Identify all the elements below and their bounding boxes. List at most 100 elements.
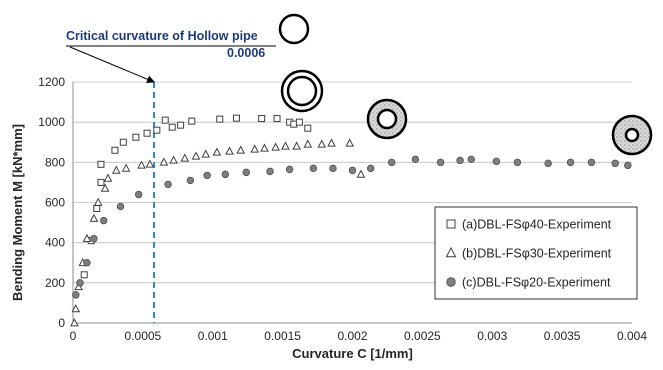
data-point-s2-17 — [366, 164, 375, 173]
data-point-s1-5 — [89, 213, 99, 222]
data-point-s1-17 — [201, 149, 211, 158]
data-point-s0-15 — [233, 114, 241, 122]
x-tick-label-7: 0.0035 — [544, 329, 581, 343]
legend-label-0: (a)DBL-FSφ40-Experiment — [462, 218, 612, 232]
data-point-s1-29 — [345, 138, 355, 147]
data-point-s1-12 — [145, 159, 155, 168]
data-series — [70, 114, 632, 327]
data-point-s2-18 — [387, 158, 396, 167]
data-point-s2-6 — [134, 190, 143, 199]
y-tick-label-3: 600 — [45, 196, 65, 210]
data-point-s2-2 — [83, 259, 91, 267]
data-point-s1-25 — [292, 141, 301, 150]
data-point-s0-5 — [111, 146, 119, 154]
data-point-s2-27 — [587, 158, 596, 167]
fs30-section-icon — [366, 98, 408, 140]
data-point-s2-8 — [186, 176, 195, 185]
data-point-s2-1 — [76, 279, 84, 287]
y-tick-label-6: 1200 — [38, 75, 65, 89]
data-point-s1-24 — [281, 141, 290, 150]
section-icons — [278, 13, 653, 156]
data-point-s1-7 — [100, 183, 110, 192]
series-1 — [70, 138, 366, 327]
data-point-s0-14 — [216, 115, 224, 123]
data-point-s1-0 — [70, 318, 79, 327]
data-point-s1-14 — [169, 155, 178, 164]
data-point-s1-1 — [71, 304, 81, 313]
data-point-s2-4 — [100, 216, 108, 225]
data-point-s2-25 — [544, 159, 552, 168]
data-point-s0-4 — [97, 160, 105, 168]
data-point-s2-9 — [203, 171, 211, 180]
legend-entry-2: (c)DBL-FSφ20-Experiment — [446, 276, 611, 290]
legend-entry-1: (b)DBL-FSφ30-Experiment — [445, 246, 612, 261]
data-point-s2-21 — [456, 156, 464, 165]
data-point-s1-28 — [327, 138, 336, 147]
fs40-section-icon — [280, 69, 324, 113]
data-point-s1-4 — [82, 233, 92, 242]
data-point-s1-22 — [260, 143, 269, 152]
data-point-s1-10 — [121, 163, 131, 172]
data-point-s1-8 — [103, 173, 113, 182]
data-point-s2-24 — [513, 158, 522, 167]
annotation-value: 0.0006 — [227, 46, 265, 60]
data-point-s0-13 — [188, 117, 196, 125]
data-point-s1-23 — [271, 142, 280, 151]
data-point-s1-18 — [212, 147, 222, 156]
legend-label-1: (b)DBL-FSφ30-Experiment — [462, 247, 612, 261]
data-point-s1-9 — [111, 165, 121, 174]
legend-box — [434, 206, 638, 300]
data-point-s2-22 — [467, 155, 475, 164]
axes — [72, 82, 632, 324]
annotation-arrow — [69, 46, 155, 84]
data-point-s0-6 — [119, 138, 127, 146]
data-point-s2-16 — [348, 166, 357, 175]
data-point-s2-29 — [624, 161, 632, 170]
data-point-s1-30 — [356, 169, 366, 178]
data-point-s2-11 — [242, 168, 250, 177]
x-tick-labels: 0 0.0005 0.001 0.0015 0.002 0.0025 0.003 0.0035… — [70, 329, 648, 343]
data-point-s1-13 — [159, 157, 169, 166]
data-point-s1-11 — [137, 160, 146, 169]
data-point-s0-12 — [177, 121, 185, 129]
data-point-s2-28 — [611, 159, 619, 168]
data-point-s1-20 — [236, 145, 246, 154]
x-tick-label-5: 0.0025 — [404, 329, 441, 343]
data-point-s2-20 — [436, 158, 445, 167]
legend-entry-0: (a)DBL-FSφ40-Experiment — [446, 218, 612, 232]
legend-marker-2 — [446, 277, 456, 287]
y-tick-label-4: 800 — [45, 155, 65, 169]
data-point-s2-15 — [329, 164, 337, 173]
data-point-s2-7 — [164, 180, 172, 189]
data-point-s1-21 — [250, 144, 260, 153]
data-point-s0-9 — [153, 126, 161, 134]
data-point-s0-16 — [258, 115, 266, 123]
x-tick-label-6: 0.003 — [477, 329, 507, 343]
data-point-s2-13 — [285, 165, 294, 174]
data-point-s2-3 — [90, 234, 98, 243]
annotation-label: Critical curvature of Hollow pipe — [66, 29, 258, 43]
data-point-s1-26 — [303, 139, 313, 148]
data-point-s2-23 — [492, 157, 501, 166]
y-axis-title: Bending Moment M [kN*mm] — [10, 124, 25, 301]
data-point-s2-0 — [72, 291, 80, 299]
data-point-s1-19 — [225, 146, 234, 155]
data-point-s0-10 — [161, 116, 169, 124]
x-tick-label-4: 0.002 — [337, 329, 367, 343]
data-point-s2-19 — [411, 155, 420, 164]
fs20-section-icon — [611, 114, 653, 156]
data-point-s0-21 — [304, 124, 312, 132]
data-point-s0-7 — [132, 133, 140, 141]
data-point-s0-17 — [273, 115, 281, 123]
series-0 — [80, 114, 312, 279]
legend-marker-1 — [445, 246, 457, 258]
x-tick-label-8: 0.004 — [617, 329, 647, 343]
y-tick-label-0: 0 — [58, 316, 65, 330]
data-point-s1-6 — [93, 197, 103, 206]
y-tick-label-2: 400 — [45, 236, 65, 250]
legend: (a)DBL-FSφ40-Experiment (b)DBL-FSφ30-Expe… — [434, 206, 638, 300]
data-point-s2-10 — [221, 170, 230, 179]
data-point-s0-3 — [97, 178, 105, 186]
legend-marker-0 — [446, 219, 456, 229]
